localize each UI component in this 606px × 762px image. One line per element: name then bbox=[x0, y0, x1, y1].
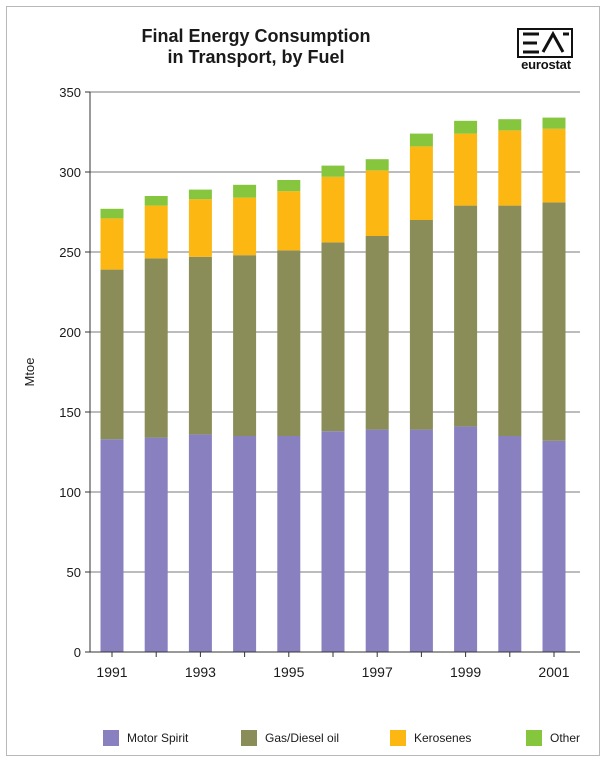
y-tick-label: 250 bbox=[59, 245, 81, 260]
legend-label: Kerosenes bbox=[414, 731, 472, 745]
legend-label: Gas/Diesel oil bbox=[265, 731, 340, 745]
legend-item-gas-diesel-oil: Gas/Diesel oil bbox=[241, 730, 339, 746]
bar-1991-kerosenes bbox=[100, 218, 124, 270]
bar-1993-motor-spirit bbox=[188, 434, 212, 652]
y-axis-label: Mtoe bbox=[22, 358, 37, 387]
legend-label: Other bbox=[550, 731, 581, 745]
bar-1999-motor-spirit bbox=[454, 426, 478, 652]
y-tick-label: 150 bbox=[59, 405, 81, 420]
bar-1999-other bbox=[454, 120, 478, 134]
bar-1994-gas-diesel-oil bbox=[233, 255, 257, 436]
legend-swatch bbox=[390, 730, 406, 746]
chart-legend: Motor Spirit Gas/Diesel oil Kerosenes Other bbox=[0, 730, 606, 750]
bar-1992-motor-spirit bbox=[144, 437, 168, 652]
y-tick-label: 50 bbox=[67, 565, 81, 580]
bar-2000-other bbox=[498, 119, 522, 131]
bar-1996-gas-diesel-oil bbox=[321, 242, 345, 432]
bar-1993-other bbox=[188, 189, 212, 200]
bar-1996-other bbox=[321, 165, 345, 177]
bar-1997-other bbox=[365, 159, 389, 171]
bar-1999-kerosenes bbox=[454, 133, 478, 206]
x-tick-label: 1995 bbox=[273, 664, 304, 680]
eurostat-logo-icon bbox=[523, 30, 569, 54]
bar-1996-motor-spirit bbox=[321, 431, 345, 652]
legend-label: Motor Spirit bbox=[127, 731, 189, 745]
bar-1991-motor-spirit bbox=[100, 439, 124, 652]
bar-1992-kerosenes bbox=[144, 205, 168, 259]
bar-1994-motor-spirit bbox=[233, 436, 257, 652]
bar-1998-kerosenes bbox=[409, 146, 433, 220]
bar-2001-gas-diesel-oil bbox=[542, 202, 566, 441]
eurostat-logo-mark bbox=[517, 28, 573, 58]
legend-swatch bbox=[103, 730, 119, 746]
legend-item-other: Other bbox=[526, 730, 580, 746]
bar-1996-kerosenes bbox=[321, 176, 345, 243]
bar-1992-other bbox=[144, 196, 168, 206]
bar-1998-other bbox=[409, 133, 433, 147]
bar-1995-gas-diesel-oil bbox=[277, 250, 301, 436]
bar-1995-motor-spirit bbox=[277, 436, 301, 652]
axis-layer: 0 50 100 150 200 250 300 350 1991 1993 1995 1997 199… bbox=[59, 85, 580, 680]
x-tick-label: 2001 bbox=[538, 664, 569, 680]
bar-1994-other bbox=[233, 184, 257, 198]
bar-1993-gas-diesel-oil bbox=[188, 256, 212, 435]
bar-1993-kerosenes bbox=[188, 199, 212, 257]
x-tick-label: 1993 bbox=[185, 664, 216, 680]
bar-2000-kerosenes bbox=[498, 130, 522, 206]
bar-1999-gas-diesel-oil bbox=[454, 205, 478, 427]
bar-1997-gas-diesel-oil bbox=[365, 236, 389, 430]
chart-title-line-1: Final Energy Consumption bbox=[141, 26, 371, 46]
bar-2001-other bbox=[542, 117, 566, 129]
bar-1995-other bbox=[277, 180, 301, 192]
y-tick-label: 0 bbox=[74, 645, 81, 660]
legend-swatch bbox=[526, 730, 542, 746]
bar-1998-motor-spirit bbox=[409, 429, 433, 652]
bar-2001-kerosenes bbox=[542, 128, 566, 203]
bars-layer bbox=[100, 117, 566, 652]
bar-1991-other bbox=[100, 208, 124, 219]
bar-2001-motor-spirit bbox=[542, 440, 566, 652]
bar-1997-kerosenes bbox=[365, 170, 389, 236]
bar-1997-motor-spirit bbox=[365, 429, 389, 652]
bar-1995-kerosenes bbox=[277, 191, 301, 251]
bar-2000-motor-spirit bbox=[498, 436, 522, 652]
x-tick-label: 1999 bbox=[450, 664, 481, 680]
bar-1994-kerosenes bbox=[233, 197, 257, 256]
y-tick-label: 100 bbox=[59, 485, 81, 500]
chart-title: Final Energy Consumption in Transport, b… bbox=[90, 26, 422, 68]
eurostat-logo-text: eurostat bbox=[521, 57, 571, 72]
y-tick-label: 350 bbox=[59, 85, 81, 100]
bar-2000-gas-diesel-oil bbox=[498, 205, 522, 436]
x-tick-label: 1991 bbox=[96, 664, 127, 680]
bar-1991-gas-diesel-oil bbox=[100, 269, 124, 440]
legend-item-motor-spirit: Motor Spirit bbox=[103, 730, 188, 746]
chart-title-line-2: in Transport, by Fuel bbox=[167, 47, 345, 67]
x-tick-label: 1997 bbox=[362, 664, 393, 680]
eurostat-logo: eurostat bbox=[514, 28, 580, 78]
y-tick-label: 300 bbox=[59, 165, 81, 180]
bar-1992-gas-diesel-oil bbox=[144, 258, 168, 438]
y-tick-label: 200 bbox=[59, 325, 81, 340]
legend-item-kerosenes: Kerosenes bbox=[390, 730, 471, 746]
bar-1998-gas-diesel-oil bbox=[409, 220, 433, 430]
legend-swatch bbox=[241, 730, 257, 746]
